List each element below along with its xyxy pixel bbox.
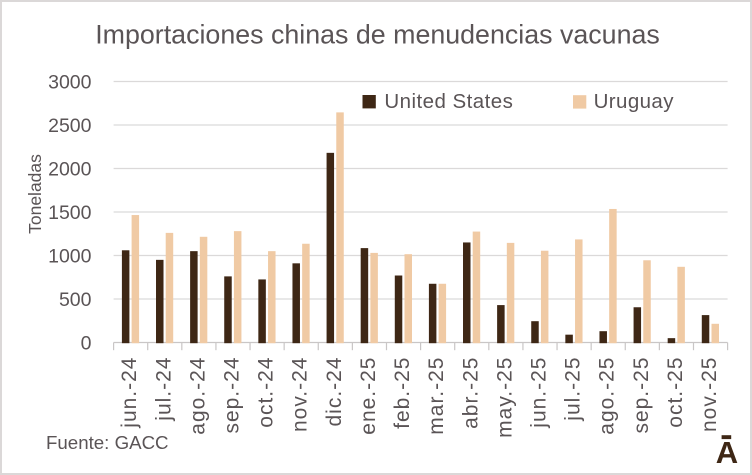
svg-text:United States: United States [384, 90, 513, 113]
svg-text:nov.-25: nov.-25 [698, 357, 721, 433]
svg-text:2500: 2500 [48, 115, 92, 137]
svg-text:2000: 2000 [48, 159, 92, 181]
svg-text:dic.-24: dic.-24 [323, 357, 346, 427]
svg-text:1000: 1000 [48, 246, 92, 268]
svg-text:jul.-24: jul.-24 [152, 357, 175, 422]
svg-text:mar.-25: mar.-25 [425, 357, 448, 435]
svg-text:feb.-25: feb.-25 [391, 357, 414, 429]
svg-text:oct.-24: oct.-24 [255, 357, 278, 428]
svg-text:Fuente: GACC: Fuente: GACC [46, 432, 169, 453]
svg-text:A: A [716, 435, 738, 470]
svg-text:ago.-24: ago.-24 [186, 357, 209, 435]
svg-text:nov.-24: nov.-24 [289, 357, 312, 433]
svg-text:jul.-25: jul.-25 [562, 357, 585, 422]
svg-text:500: 500 [59, 289, 92, 311]
svg-text:ene.-25: ene.-25 [357, 357, 380, 435]
svg-text:oct.-25: oct.-25 [664, 357, 687, 428]
svg-text:ago.-25: ago.-25 [596, 357, 619, 435]
svg-text:abr.-25: abr.-25 [459, 357, 482, 429]
svg-text:1500: 1500 [48, 202, 92, 224]
svg-text:sep.-25: sep.-25 [630, 357, 653, 434]
svg-text:Toneladas: Toneladas [25, 154, 45, 234]
svg-text:3000: 3000 [48, 72, 92, 94]
svg-text:0: 0 [81, 333, 92, 355]
svg-text:jun.-25: jun.-25 [527, 357, 550, 429]
svg-text:Uruguay: Uruguay [594, 90, 675, 113]
svg-text:may.-25: may.-25 [493, 357, 516, 438]
svg-text:sep.-24: sep.-24 [220, 357, 243, 434]
svg-text:jun.-24: jun.-24 [118, 357, 141, 429]
svg-text:Importaciones chinas de menude: Importaciones chinas de menudencias vacu… [95, 19, 660, 49]
